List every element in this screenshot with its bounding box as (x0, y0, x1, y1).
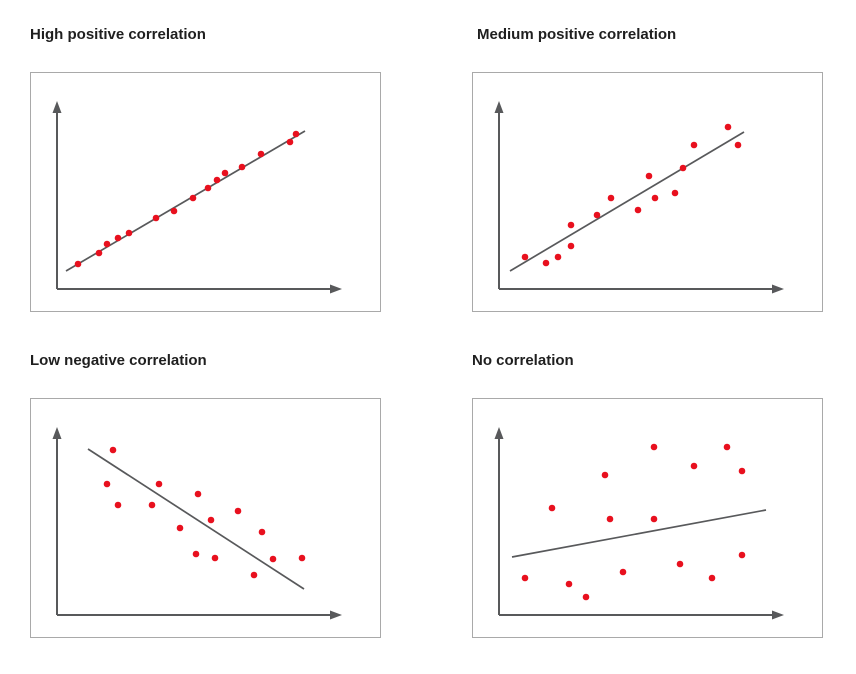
data-point (114, 501, 122, 509)
data-point (207, 516, 215, 524)
x-axis-arrow-icon (772, 284, 784, 294)
scatter-plot-high-positive-correlation (52, 101, 342, 294)
data-point (257, 150, 265, 158)
data-point (690, 141, 698, 149)
data-point (211, 554, 219, 562)
data-point (593, 211, 601, 219)
x-axis-arrow-icon (330, 284, 342, 294)
data-point (650, 443, 658, 451)
data-point (734, 141, 742, 149)
data-point (234, 507, 242, 515)
data-point (148, 501, 156, 509)
trend-line (65, 130, 306, 272)
data-point (74, 260, 82, 268)
x-axis-arrow-icon (330, 610, 342, 620)
data-point (103, 240, 111, 248)
data-point (738, 551, 746, 559)
y-axis-arrow-icon (494, 427, 504, 439)
data-point (125, 229, 133, 237)
trend-line (509, 131, 745, 272)
data-point (258, 528, 266, 536)
data-point (548, 504, 556, 512)
data-point (103, 480, 111, 488)
data-point (192, 550, 200, 558)
data-point (170, 207, 178, 215)
panel-high-positive-correlation (30, 72, 381, 312)
data-point (582, 593, 590, 601)
scatter-plot-medium-positive-correlation (494, 101, 784, 294)
data-point (204, 184, 212, 192)
data-point (521, 574, 529, 582)
panel-title-high-positive-correlation: High positive correlation (30, 26, 206, 43)
x-axis-arrow-icon (772, 610, 784, 620)
data-point (676, 560, 684, 568)
scatter-plot-no-correlation (494, 427, 784, 620)
scatter-plot-low-negative-correlation (52, 427, 342, 620)
trend-line (87, 448, 305, 590)
data-point (286, 138, 294, 146)
data-point (176, 524, 184, 532)
y-axis-arrow-icon (52, 427, 62, 439)
panel-no-correlation (472, 398, 823, 638)
data-point (601, 471, 609, 479)
y-axis-arrow-icon (52, 101, 62, 113)
data-point (221, 169, 229, 177)
y-axis-arrow-icon (494, 101, 504, 113)
trend-line (511, 509, 767, 558)
data-point (708, 574, 716, 582)
data-point (292, 130, 300, 138)
data-point (645, 172, 653, 180)
data-point (738, 467, 746, 475)
data-point (723, 443, 731, 451)
data-point (155, 480, 163, 488)
panel-title-low-negative-correlation: Low negative correlation (30, 352, 207, 369)
panel-medium-positive-correlation (472, 72, 823, 312)
data-point (690, 462, 698, 470)
data-point (109, 446, 117, 454)
data-point (554, 253, 562, 261)
data-point (298, 554, 306, 562)
data-point (250, 571, 258, 579)
data-point (679, 164, 687, 172)
data-point (152, 214, 160, 222)
data-point (671, 189, 679, 197)
data-point (189, 194, 197, 202)
data-point (650, 515, 658, 523)
data-point (606, 515, 614, 523)
panel-title-no-correlation: No correlation (472, 352, 574, 369)
data-point (269, 555, 277, 563)
data-point (114, 234, 122, 242)
data-point (607, 194, 615, 202)
data-point (634, 206, 642, 214)
panel-title-medium-positive-correlation: Medium positive correlation (477, 26, 677, 43)
data-point (565, 580, 573, 588)
data-point (194, 490, 202, 498)
data-point (213, 176, 221, 184)
data-point (95, 249, 103, 257)
data-point (619, 568, 627, 576)
panel-low-negative-correlation (30, 398, 381, 638)
data-point (567, 242, 575, 250)
data-point (567, 221, 575, 229)
data-point (521, 253, 529, 261)
data-point (238, 163, 246, 171)
data-point (651, 194, 659, 202)
data-point (542, 259, 550, 267)
data-point (724, 123, 732, 131)
